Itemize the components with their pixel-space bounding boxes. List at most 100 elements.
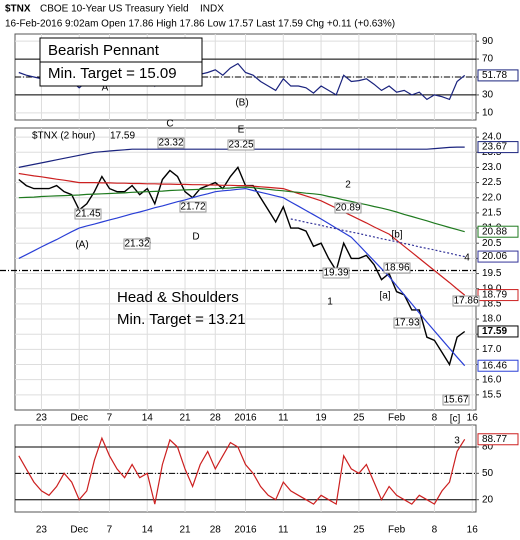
x-tick-label: 2016 — [234, 413, 257, 424]
series-line — [18, 187, 466, 367]
y-tick-label: 10 — [482, 107, 494, 118]
point-label: 21.72 — [180, 202, 205, 213]
series-line — [290, 218, 465, 258]
x-tick-label: 14 — [142, 413, 154, 424]
wave-label: [b] — [391, 230, 402, 241]
x-tick-label: 2016 — [234, 525, 257, 536]
legend-name: $TNX (2 hour) — [32, 131, 95, 142]
x-tick-label: 25 — [353, 525, 365, 536]
x-tick-label: 19 — [316, 525, 328, 536]
last-value-box — [477, 69, 519, 82]
box-text: Head & Shoulders — [117, 289, 239, 306]
y-tick-label: 30 — [482, 90, 494, 101]
wave-label: (A) — [75, 240, 88, 251]
point-label-box — [227, 139, 255, 151]
x-tick-label: Dec — [70, 413, 88, 424]
last-value-box — [477, 359, 519, 372]
wave-label: 3 — [454, 436, 460, 447]
last-value-box — [477, 433, 519, 446]
point-label-box — [383, 262, 411, 274]
last-value-label: 17.59 — [482, 326, 507, 337]
last-value-box — [477, 141, 519, 154]
wave-label: (B) — [235, 98, 248, 109]
y-tick-label: 19.5 — [482, 268, 502, 279]
wave-label: [a] — [379, 291, 390, 302]
x-tick-label: Feb — [388, 413, 406, 424]
series-line — [18, 186, 465, 233]
x-tick-label: 14 — [142, 525, 154, 536]
last-value-box — [477, 225, 519, 238]
legend-value: 17.59 — [110, 131, 135, 142]
x-tick-label: 21 — [179, 525, 191, 536]
point-label-box — [452, 295, 480, 307]
last-value-box — [477, 325, 519, 338]
box-text: Min. Target = 15.09 — [48, 65, 177, 82]
wave-label: 1 — [327, 297, 333, 308]
x-tick-label: 8 — [432, 413, 438, 424]
x-tick-label: 7 — [107, 413, 113, 424]
wave-label: A — [102, 83, 109, 94]
point-label: 20.89 — [335, 203, 360, 214]
x-tick-label: 21 — [179, 413, 191, 424]
y-tick-label: 22.5 — [482, 177, 502, 188]
x-tick-label: 16 — [467, 413, 479, 424]
symbol: $TNX — [5, 4, 31, 15]
x-tick-label: 7 — [107, 525, 113, 536]
point-label: 18.96 — [384, 263, 409, 274]
quote: 16-Feb-2016 9:02am Open 17.86 High 17.86… — [5, 19, 395, 30]
wave-label: 2 — [345, 180, 351, 191]
point-label-box — [123, 238, 151, 250]
y-tick-label: 80 — [482, 442, 494, 453]
x-tick-label: Dec — [70, 525, 88, 536]
x-tick-label: 8 — [432, 525, 438, 536]
x-tick-label: 16 — [467, 525, 479, 536]
point-label-box — [334, 202, 362, 214]
wave-label: 4 — [464, 253, 470, 264]
last-value-label: 20.88 — [482, 226, 507, 237]
y-tick-label: 18.5 — [482, 299, 502, 310]
point-label: 17.93 — [394, 318, 419, 329]
last-value-label: 20.06 — [482, 251, 507, 262]
y-tick-label: 50 — [482, 468, 494, 479]
point-label: 23.25 — [228, 140, 253, 151]
series-line — [18, 436, 466, 506]
y-tick-label: 90 — [482, 36, 494, 47]
wave-label: [c] — [450, 414, 461, 425]
wave-label: D — [192, 232, 199, 243]
y-tick-label: 22.0 — [482, 192, 502, 203]
y-tick-label: 15.5 — [482, 389, 502, 400]
point-label: 17.86 — [453, 296, 478, 307]
x-tick-label: 23 — [36, 525, 48, 536]
x-tick-label: 11 — [278, 413, 289, 424]
y-tick-label: 21.5 — [482, 208, 502, 219]
point-label-box — [322, 267, 350, 279]
point-label: 19.39 — [323, 268, 348, 279]
point-label-box — [393, 317, 421, 329]
wave-label: C — [166, 119, 173, 130]
x-tick-label: 25 — [353, 413, 365, 424]
point-label-box — [74, 208, 102, 220]
point-label-box — [179, 201, 207, 213]
box-text: Bearish Pennant — [48, 42, 160, 59]
y-tick-label: 18.0 — [482, 314, 502, 325]
y-tick-label: 20 — [482, 494, 494, 505]
wave-label: E — [238, 125, 245, 136]
x-tick-label: 11 — [278, 525, 289, 536]
y-tick-label: 20.5 — [482, 238, 502, 249]
y-tick-label: 16.0 — [482, 374, 502, 385]
box-text: Min. Target = 13.21 — [117, 311, 246, 328]
series-line — [18, 172, 466, 296]
x-tick-label: 28 — [210, 413, 222, 424]
point-label: 15.67 — [443, 395, 468, 406]
exchange: INDX — [200, 4, 224, 15]
point-label: 23.32 — [158, 138, 183, 149]
last-value-box — [477, 289, 519, 302]
y-tick-label: 24.0 — [482, 132, 502, 143]
last-value-label: 51.78 — [482, 70, 507, 81]
y-tick-label: 23.0 — [482, 162, 502, 173]
point-label: 21.32 — [124, 239, 149, 250]
x-tick-label: 28 — [210, 525, 222, 536]
y-tick-label: 17.0 — [482, 344, 502, 355]
y-tick-label: 19.0 — [482, 283, 502, 294]
